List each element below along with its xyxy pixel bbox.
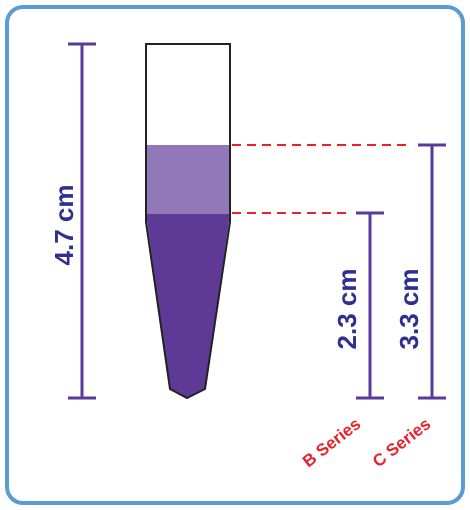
total-height-dimension — [68, 42, 96, 400]
tube-dark-layer — [146, 214, 230, 398]
total-height-label: 4.7 cm — [49, 185, 79, 266]
b-series-dimension — [356, 211, 384, 400]
c-series-length-label: 3.3 cm — [394, 269, 424, 350]
tube-outline — [145, 43, 231, 400]
frame — [5, 5, 465, 505]
b-series-length-label: 2.3 cm — [332, 269, 362, 350]
tube-light-layer — [146, 145, 230, 214]
tube-empty-section — [146, 44, 230, 145]
c-series-dimension — [418, 143, 446, 400]
test-tube — [145, 43, 231, 400]
